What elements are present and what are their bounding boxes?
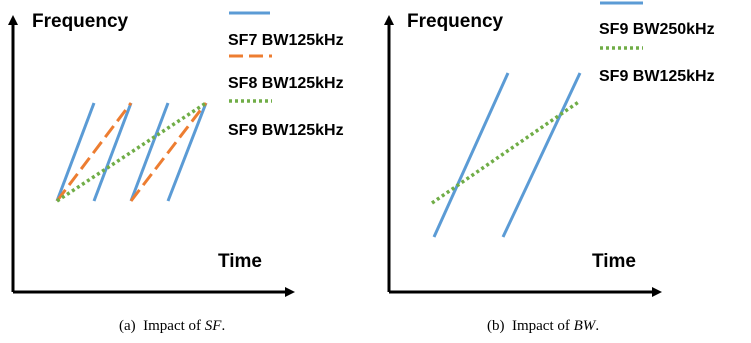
- panel-b-y-axis-label: Frequency: [407, 11, 504, 32]
- chirp-sf7-2: [92, 102, 133, 202]
- chirp-sf7-4: [166, 102, 208, 202]
- panel-b: Frequency Time SF9 BW250kHz SF9 BW125kHz: [384, 1, 715, 297]
- legend-label-sf9: SF9 BW125kHz: [228, 122, 344, 139]
- caption-b: (b) Impact of BW.: [487, 318, 599, 334]
- chirp-sf8-1: [55, 102, 133, 202]
- legend-label-sf8: SF8 BW125kHz: [228, 75, 344, 92]
- chirp-sf7-1: [55, 102, 96, 202]
- panel-b-x-axis-label: Time: [592, 251, 636, 272]
- panel-a: Frequency Time SF7 BW125kHz SF8 BW125kHz…: [8, 11, 344, 297]
- legend-label-bw125: SF9 BW125kHz: [599, 68, 715, 85]
- legend-label-sf7: SF7 BW125kHz: [228, 32, 344, 49]
- chirp-bw250-1: [432, 72, 510, 238]
- chirp-bw250-2: [501, 72, 582, 238]
- panel-a-y-axis-label: Frequency: [32, 11, 129, 32]
- chirp-sf9-1: [56, 101, 207, 203]
- caption-a: (a) Impact of SF.: [119, 318, 225, 334]
- legend-label-bw250: SF9 BW250kHz: [599, 21, 715, 38]
- chirp-bw125: [431, 99, 581, 205]
- chirp-sf8-2: [129, 102, 208, 202]
- panel-a-x-axis-label: Time: [218, 251, 262, 272]
- chirp-sf7-3: [129, 102, 170, 202]
